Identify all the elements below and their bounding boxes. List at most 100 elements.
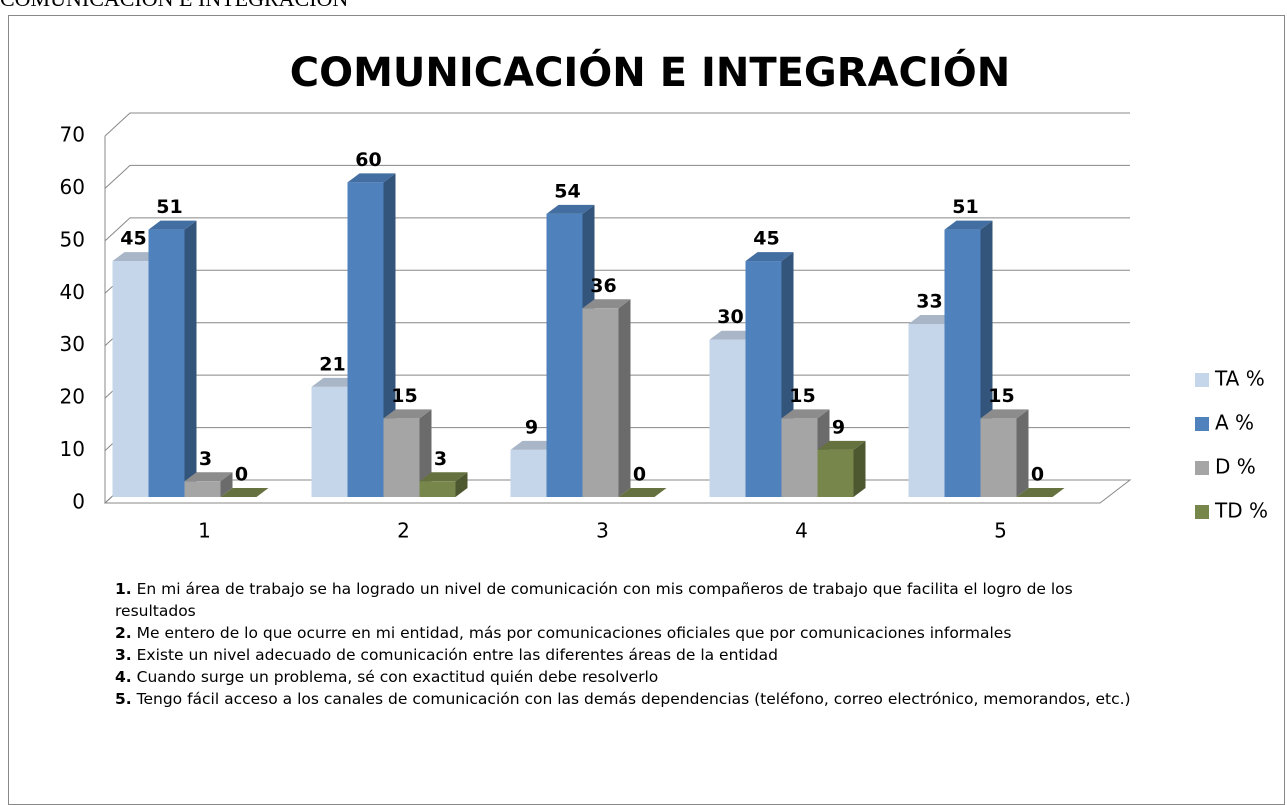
bar: [546, 213, 583, 497]
data-label: 54: [554, 180, 580, 202]
y-tick-label: 30: [60, 332, 85, 356]
x-tick-label: 3: [596, 519, 609, 543]
data-label: 30: [717, 306, 743, 328]
y-tick-label: 10: [60, 437, 85, 461]
data-label: 60: [355, 149, 381, 171]
legend-label: A %: [1215, 411, 1254, 435]
notes: 1. En mi área de trabajo se ha logrado u…: [115, 578, 1145, 710]
bar: [419, 481, 456, 497]
chart-title: COMUNICACIÓN E INTEGRACIÓN: [290, 48, 1011, 96]
data-label: 3: [434, 448, 447, 470]
data-label: 51: [952, 196, 978, 218]
note: 5. Tengo fácil acceso a los canales de c…: [115, 688, 1145, 710]
page-heading: COMUNICACIÓN E INTEGRACIÓN: [0, 0, 348, 12]
y-tick-label: 20: [60, 385, 85, 409]
note-number: 4.: [115, 668, 132, 686]
note-number: 5.: [115, 690, 132, 708]
bar-top: [184, 472, 233, 482]
x-tick-label: 1: [198, 519, 211, 543]
note-text: Cuando surge un problema, sé con exactit…: [136, 668, 659, 686]
bar-top: [944, 220, 993, 230]
data-label: 15: [391, 385, 417, 407]
note-text: Existe un nivel adecuado de comunicación…: [136, 646, 778, 664]
bar: [582, 308, 619, 497]
data-label: 51: [156, 196, 182, 218]
note-text: En mi área de trabajo se ha logrado un n…: [115, 580, 1073, 620]
bar-side: [853, 440, 866, 497]
legend-label: TA %: [1214, 367, 1265, 391]
bar-top: [781, 409, 830, 419]
bar-top: [347, 173, 396, 183]
bar: [148, 229, 185, 497]
y-tick-label: 60: [60, 175, 85, 199]
grid-line: [104, 112, 1130, 137]
bar-side: [220, 472, 233, 497]
x-tick-label: 5: [994, 519, 1007, 543]
legend-label: D %: [1215, 455, 1256, 479]
note: 2. Me entero de lo que ocurre en mi enti…: [115, 622, 1145, 644]
bar: [184, 481, 221, 497]
note-number: 3.: [115, 646, 132, 664]
bar-top: [383, 409, 432, 419]
bar: [347, 182, 384, 497]
x-tick-label: 2: [397, 519, 410, 543]
bar-top: [745, 252, 794, 262]
bar-side: [184, 220, 197, 497]
data-label: 9: [832, 416, 845, 438]
bar-top: [980, 409, 1029, 419]
legend-label: TD %: [1214, 499, 1268, 523]
note-text: Me entero de lo que ocurre en mi entidad…: [136, 624, 1012, 642]
bar: [781, 418, 818, 497]
bar: [311, 386, 348, 497]
bar-side: [455, 472, 468, 497]
y-tick-label: 0: [72, 490, 85, 514]
data-label: 15: [789, 385, 815, 407]
bar: [980, 418, 1017, 497]
y-tick-label: 70: [60, 123, 85, 147]
bar: [817, 449, 854, 497]
bar-top: [546, 204, 595, 214]
y-tick-label: 50: [60, 227, 85, 251]
legend-swatch: [1195, 417, 1209, 431]
data-label: 33: [916, 290, 942, 312]
bar: [112, 261, 149, 497]
bar-top: [148, 220, 197, 230]
note: 4. Cuando surge un problema, sé con exac…: [115, 666, 1145, 688]
data-label: 9: [525, 416, 538, 438]
bar: [745, 261, 782, 497]
bar-side: [1016, 409, 1029, 497]
legend-swatch: [1195, 461, 1209, 475]
data-label: 3: [199, 448, 212, 470]
grid-line: [104, 164, 1130, 189]
bar: [709, 339, 746, 497]
data-label: 0: [633, 464, 646, 486]
legend-swatch: [1195, 505, 1209, 519]
note-number: 2.: [115, 624, 132, 642]
bar: [944, 229, 981, 497]
data-label: 21: [319, 353, 345, 375]
bar-top: [1016, 488, 1065, 497]
bar: [383, 418, 420, 497]
data-label: 45: [753, 228, 779, 250]
bar-top: [220, 488, 269, 497]
bar: [908, 323, 945, 497]
note: 1. En mi área de trabajo se ha logrado u…: [115, 578, 1145, 622]
bar-top: [618, 488, 667, 497]
note-text: Tengo fácil acceso a los canales de comu…: [136, 690, 1131, 708]
bar-side: [618, 299, 631, 497]
x-tick-label: 4: [795, 519, 808, 543]
bar-top: [419, 472, 468, 482]
data-label: 15: [988, 385, 1014, 407]
data-label: 0: [235, 464, 248, 486]
data-label: 36: [590, 275, 616, 297]
y-tick-label: 40: [60, 280, 85, 304]
legend-swatch: [1195, 373, 1209, 387]
note-number: 1.: [115, 580, 132, 598]
bar-top: [582, 299, 631, 309]
grid-line: [104, 217, 1130, 242]
bar-top: [817, 440, 866, 450]
data-label: 45: [120, 228, 146, 250]
bar: [510, 449, 547, 497]
